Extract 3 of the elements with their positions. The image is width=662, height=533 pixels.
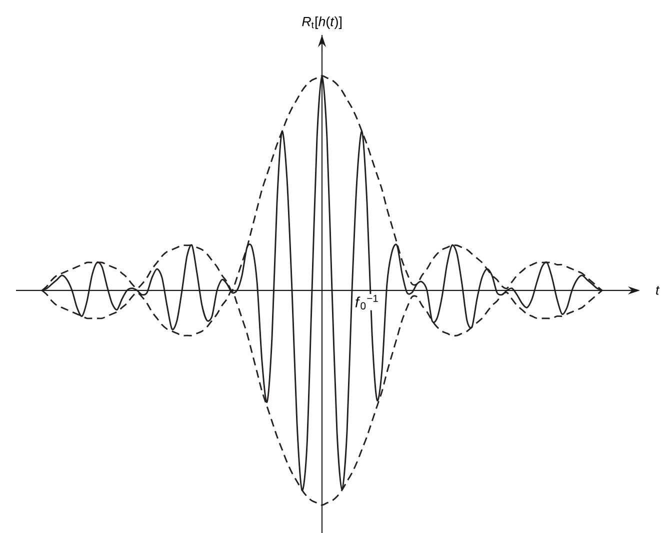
- annotation: f$_{0}$−1: [355, 294, 378, 310]
- y-axis-title: R$_{t}$[h(t)]: [302, 16, 342, 29]
- x-axis-title: t: [656, 286, 660, 295]
